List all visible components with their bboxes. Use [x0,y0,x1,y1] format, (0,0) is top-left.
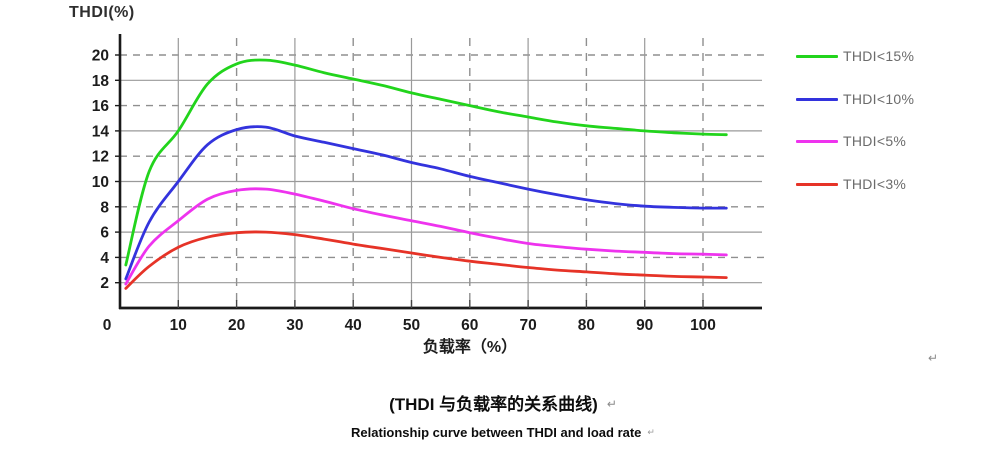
legend-label: THDI<10% [843,91,915,107]
curve-series-3 [124,230,728,290]
legend-item-1: THDI<10% [796,90,914,108]
x-axis-title: 负载率（%） [422,339,518,356]
legend-line-swatch [796,182,838,186]
x-tick-label: 30 [286,317,303,334]
x-tick-label: 70 [519,317,536,334]
y-tick-label: 16 [92,98,110,115]
x-tick-label: 90 [636,317,653,334]
legend-line-swatch [796,139,838,143]
legend-label: THDI<3% [843,176,907,192]
y-tick-label: 14 [92,123,110,140]
caption-english: Relationship curve between THDI and load… [351,425,655,440]
legend-label: THDI<5% [843,133,907,149]
y-tick-label: 2 [100,275,109,292]
caption-chinese-text: (THDI 与负载率的关系曲线) [389,395,598,414]
x-tick-label: 40 [345,317,362,334]
y-tick-label: 12 [92,149,109,166]
x-tick-label: 0 [103,317,112,334]
y-tick-label: 8 [100,199,109,216]
legend-line-swatch [796,54,838,58]
x-tick-label: 60 [461,317,478,334]
legend-line-swatch [796,97,838,101]
x-tick-label: 100 [690,317,716,334]
axes [115,34,762,310]
y-tick-label: 20 [92,48,109,65]
x-tick-label: 20 [228,317,245,334]
curve-series-1 [124,125,728,281]
tick-labels: 2 4 6 8 10 12 14 16 18 20 0 10 20 30 40 50 60 70 80 90 100 [92,48,716,335]
x-tick-label: 80 [578,317,595,334]
thdi-load-rate-chart: 2 4 6 8 10 12 14 16 18 20 0 10 20 30 40 50 60 70 80 90 100 [92,34,765,335]
y-tick-label: 10 [92,174,109,191]
x-tick-label: 50 [403,317,420,334]
curve-series-0 [124,58,728,267]
gridlines [120,38,765,308]
legend-item-3: THDI<3% [796,175,906,193]
paragraph-return-icon: ↵ [647,427,655,437]
x-tick-label: 10 [170,317,187,334]
y-axis-title: THDI(%) [69,4,135,21]
legend-item-2: THDI<5% [796,132,906,150]
paragraph-return-icon: ↵ [928,351,939,365]
caption-english-text: Relationship curve between THDI and load… [351,425,642,440]
legend-label: THDI<15% [843,48,915,64]
curve-series-2 [124,187,728,286]
paragraph-return-icon: ↵ [606,397,617,411]
legend-item-0: THDI<15% [796,47,914,65]
y-tick-label: 18 [92,73,110,90]
y-tick-label: 4 [100,250,109,267]
y-tick-label: 6 [100,225,109,242]
curves [124,58,728,290]
caption-chinese: (THDI 与负载率的关系曲线) ↵ [389,390,617,415]
